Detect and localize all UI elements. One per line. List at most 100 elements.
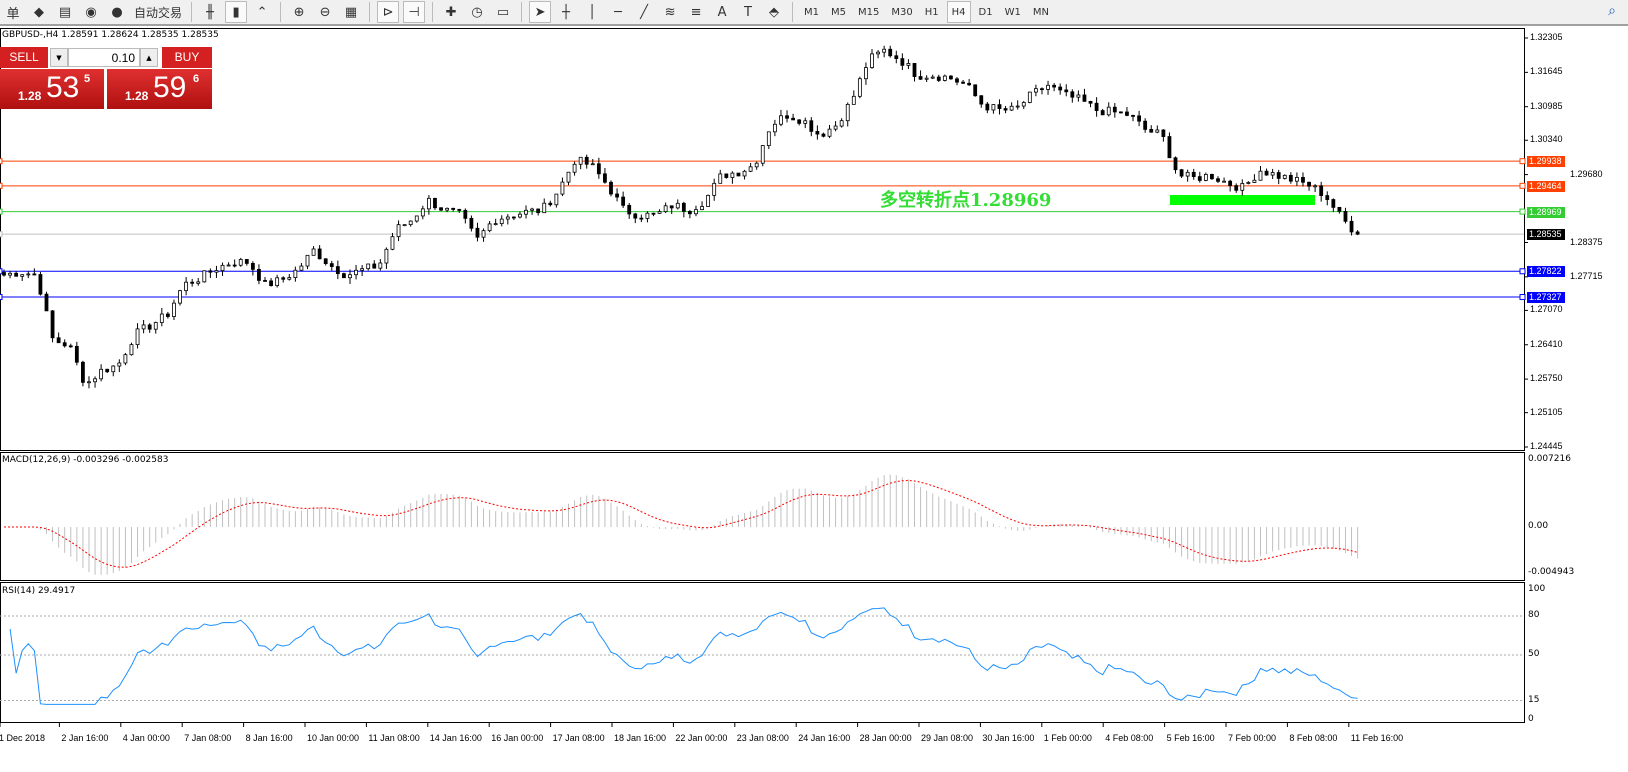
timeframe-M15[interactable]: M15 xyxy=(858,6,880,18)
bear-candle xyxy=(949,75,953,80)
bull-candle xyxy=(481,230,486,238)
bull-candle xyxy=(8,272,12,276)
timeframe-M5[interactable]: M5 xyxy=(831,6,847,18)
indicators-icon[interactable]: ✚ xyxy=(445,4,457,20)
bear-candle xyxy=(105,368,110,373)
chart-canvas[interactable] xyxy=(0,28,1628,772)
bear-candle xyxy=(257,268,261,281)
bear-candle xyxy=(1094,102,1099,111)
crosshair-icon[interactable]: ┼ xyxy=(562,4,570,20)
bull-candle xyxy=(1295,177,1299,182)
search-icon[interactable]: ⌕ xyxy=(1608,3,1616,19)
bear-candle xyxy=(1210,174,1214,180)
zoom-in-icon[interactable]: ⊕ xyxy=(293,4,305,20)
bear-candle xyxy=(1058,86,1063,91)
menu-partial[interactable]: 单 xyxy=(6,6,20,22)
bull-candle xyxy=(287,277,292,280)
bull-candle xyxy=(712,182,717,196)
timeframe-M1[interactable]: M1 xyxy=(804,6,820,18)
timeframe-MN[interactable]: MN xyxy=(1032,6,1049,18)
bull-candle xyxy=(445,207,450,211)
bull-candle xyxy=(487,223,492,232)
bear-candle xyxy=(584,156,589,165)
text-label-icon[interactable]: T xyxy=(744,4,752,20)
bar-chart-icon[interactable]: ╫ xyxy=(206,4,214,20)
price-tick: 1.31645 xyxy=(1530,66,1563,77)
horizontal-line-icon[interactable]: ─ xyxy=(614,4,622,20)
pivot-annotation: 多空转折点1.28969 xyxy=(880,190,1052,211)
time-tick: 1 Feb 00:00 xyxy=(1043,733,1092,743)
vertical-line-icon[interactable]: │ xyxy=(588,4,596,20)
timeframe-M30[interactable]: M30 xyxy=(891,6,913,18)
bull-candle xyxy=(402,224,407,227)
templates-icon[interactable]: ▭ xyxy=(496,4,510,20)
bear-candle xyxy=(985,103,990,111)
bear-candle xyxy=(821,133,826,137)
periods-icon[interactable]: ◷ xyxy=(471,4,483,20)
bull-candle xyxy=(1009,105,1014,111)
price-tick: 1.25105 xyxy=(1530,406,1563,417)
price-tick: 1.29680 xyxy=(1570,168,1603,179)
text-icon[interactable]: A xyxy=(717,4,727,20)
arrows-icon[interactable]: ⬘ xyxy=(769,4,780,20)
bull-candle xyxy=(1076,94,1081,98)
auto-trading-button[interactable]: 自动交易 xyxy=(134,5,183,20)
time-tick: 4 Feb 08:00 xyxy=(1105,733,1154,743)
bear-candle xyxy=(681,202,686,212)
time-tick: 2 Jan 16:00 xyxy=(61,733,109,743)
bull-candle xyxy=(657,211,662,214)
bear-candle xyxy=(1149,129,1154,133)
chart-shift-icon[interactable]: ⊣ xyxy=(403,1,426,23)
bear-candle xyxy=(1082,94,1087,102)
bull-candle xyxy=(1270,172,1275,176)
timeframe-W1[interactable]: W1 xyxy=(1004,6,1021,18)
bull-candle xyxy=(542,202,547,214)
fibo-fan-icon[interactable]: ≡ xyxy=(690,4,702,20)
signal-icon[interactable]: ◉ xyxy=(85,4,97,20)
bull-candle xyxy=(505,216,510,220)
sell-button[interactable]: SELL xyxy=(0,47,48,68)
gold-icon[interactable]: ◆ xyxy=(34,4,44,20)
bull-candle xyxy=(766,131,771,146)
lot-decrease-button[interactable]: ▼ xyxy=(50,48,68,67)
bear-candle xyxy=(1112,106,1117,113)
rsi-label: RSI(14) 29.4917 xyxy=(2,586,76,596)
buy-button[interactable]: BUY xyxy=(162,47,212,68)
lot-size-input[interactable]: 0.10 xyxy=(68,48,140,67)
bull-candle xyxy=(348,274,352,279)
fibonacci-icon[interactable]: ≋ xyxy=(664,4,676,20)
bull-candle xyxy=(706,194,711,207)
cursor-icon[interactable]: ➤ xyxy=(529,1,552,23)
auto-trading-icon[interactable]: ● xyxy=(111,4,123,20)
macd-histogram xyxy=(9,474,1359,575)
rsi-axis-tick: 0 xyxy=(1528,714,1534,724)
bear-candle xyxy=(669,205,674,209)
rsi-axis-tick: 15 xyxy=(1528,694,1540,705)
trendline-icon[interactable]: ╱ xyxy=(640,4,648,20)
terminal-icon[interactable]: ▤ xyxy=(58,4,72,20)
timeframe-D1[interactable]: D1 xyxy=(978,6,993,18)
bull-candle xyxy=(663,205,668,213)
timeframe-H4[interactable]: H4 xyxy=(946,1,971,23)
bull-candle xyxy=(1313,185,1318,188)
timeframe-H1[interactable]: H1 xyxy=(924,6,939,18)
zoom-out-icon[interactable]: ⊖ xyxy=(319,4,331,20)
macd-signal-line xyxy=(3,479,1358,568)
lot-increase-button[interactable]: ▲ xyxy=(140,48,158,67)
buy-price[interactable]: 1.28 59 6 xyxy=(107,69,212,109)
bear-candle xyxy=(955,78,959,83)
sell-price[interactable]: 1.28 53 5 xyxy=(0,69,104,109)
bear-candle xyxy=(372,263,377,269)
line-chart-icon[interactable]: ⌃ xyxy=(256,4,268,20)
tile-windows-icon[interactable]: ▦ xyxy=(344,4,358,20)
bear-candle xyxy=(342,273,346,279)
candlestick-icon[interactable]: ▮ xyxy=(225,1,248,23)
time-tick: 7 Feb 00:00 xyxy=(1228,733,1277,743)
bear-candle xyxy=(1088,100,1093,104)
auto-scroll-icon[interactable]: ⊳ xyxy=(377,1,400,23)
bull-candle xyxy=(414,215,419,222)
price-tick: 1.30340 xyxy=(1530,134,1563,145)
time-tick: 29 Jan 08:00 xyxy=(921,733,974,743)
bear-candle xyxy=(32,273,37,276)
bear-candle xyxy=(1228,180,1233,187)
